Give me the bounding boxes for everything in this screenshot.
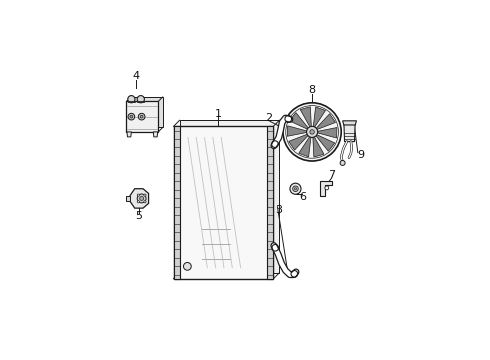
- Circle shape: [290, 183, 301, 194]
- Polygon shape: [320, 181, 332, 196]
- Circle shape: [140, 115, 143, 118]
- Circle shape: [310, 130, 314, 134]
- Polygon shape: [343, 121, 356, 126]
- Circle shape: [294, 188, 296, 190]
- Polygon shape: [287, 126, 307, 136]
- Text: 4: 4: [132, 72, 140, 81]
- Polygon shape: [137, 100, 145, 102]
- Circle shape: [138, 113, 145, 120]
- Polygon shape: [128, 100, 135, 102]
- Polygon shape: [318, 127, 337, 138]
- Circle shape: [130, 115, 133, 118]
- Polygon shape: [300, 107, 311, 127]
- Polygon shape: [299, 137, 311, 157]
- Text: 1: 1: [214, 109, 221, 119]
- Polygon shape: [316, 114, 336, 130]
- Circle shape: [128, 113, 135, 120]
- Text: 7: 7: [328, 170, 335, 180]
- Polygon shape: [313, 137, 324, 157]
- Text: 3: 3: [275, 204, 282, 215]
- Circle shape: [307, 126, 318, 138]
- Circle shape: [128, 96, 135, 103]
- Polygon shape: [344, 125, 355, 141]
- Polygon shape: [130, 189, 148, 208]
- Polygon shape: [267, 126, 273, 279]
- Polygon shape: [153, 132, 158, 137]
- Circle shape: [340, 161, 345, 166]
- Circle shape: [325, 186, 329, 190]
- Polygon shape: [126, 102, 158, 132]
- Text: 9: 9: [357, 150, 364, 161]
- Circle shape: [137, 194, 140, 196]
- Circle shape: [144, 201, 146, 203]
- Circle shape: [144, 194, 146, 196]
- Polygon shape: [180, 120, 279, 273]
- Circle shape: [140, 197, 144, 201]
- Polygon shape: [127, 132, 131, 137]
- Circle shape: [283, 103, 341, 161]
- Text: 2: 2: [266, 113, 273, 123]
- Circle shape: [137, 96, 145, 103]
- Text: 5: 5: [135, 211, 143, 221]
- Polygon shape: [316, 135, 335, 151]
- Circle shape: [286, 105, 339, 158]
- Text: 8: 8: [309, 85, 316, 95]
- Circle shape: [293, 186, 298, 192]
- Circle shape: [183, 262, 191, 270]
- Polygon shape: [290, 113, 308, 129]
- Polygon shape: [173, 126, 180, 279]
- Polygon shape: [173, 126, 273, 279]
- Polygon shape: [126, 196, 130, 201]
- Circle shape: [137, 194, 146, 203]
- Polygon shape: [131, 97, 163, 127]
- Circle shape: [137, 201, 140, 203]
- Polygon shape: [289, 134, 308, 150]
- Polygon shape: [313, 107, 325, 127]
- Text: 6: 6: [299, 192, 306, 202]
